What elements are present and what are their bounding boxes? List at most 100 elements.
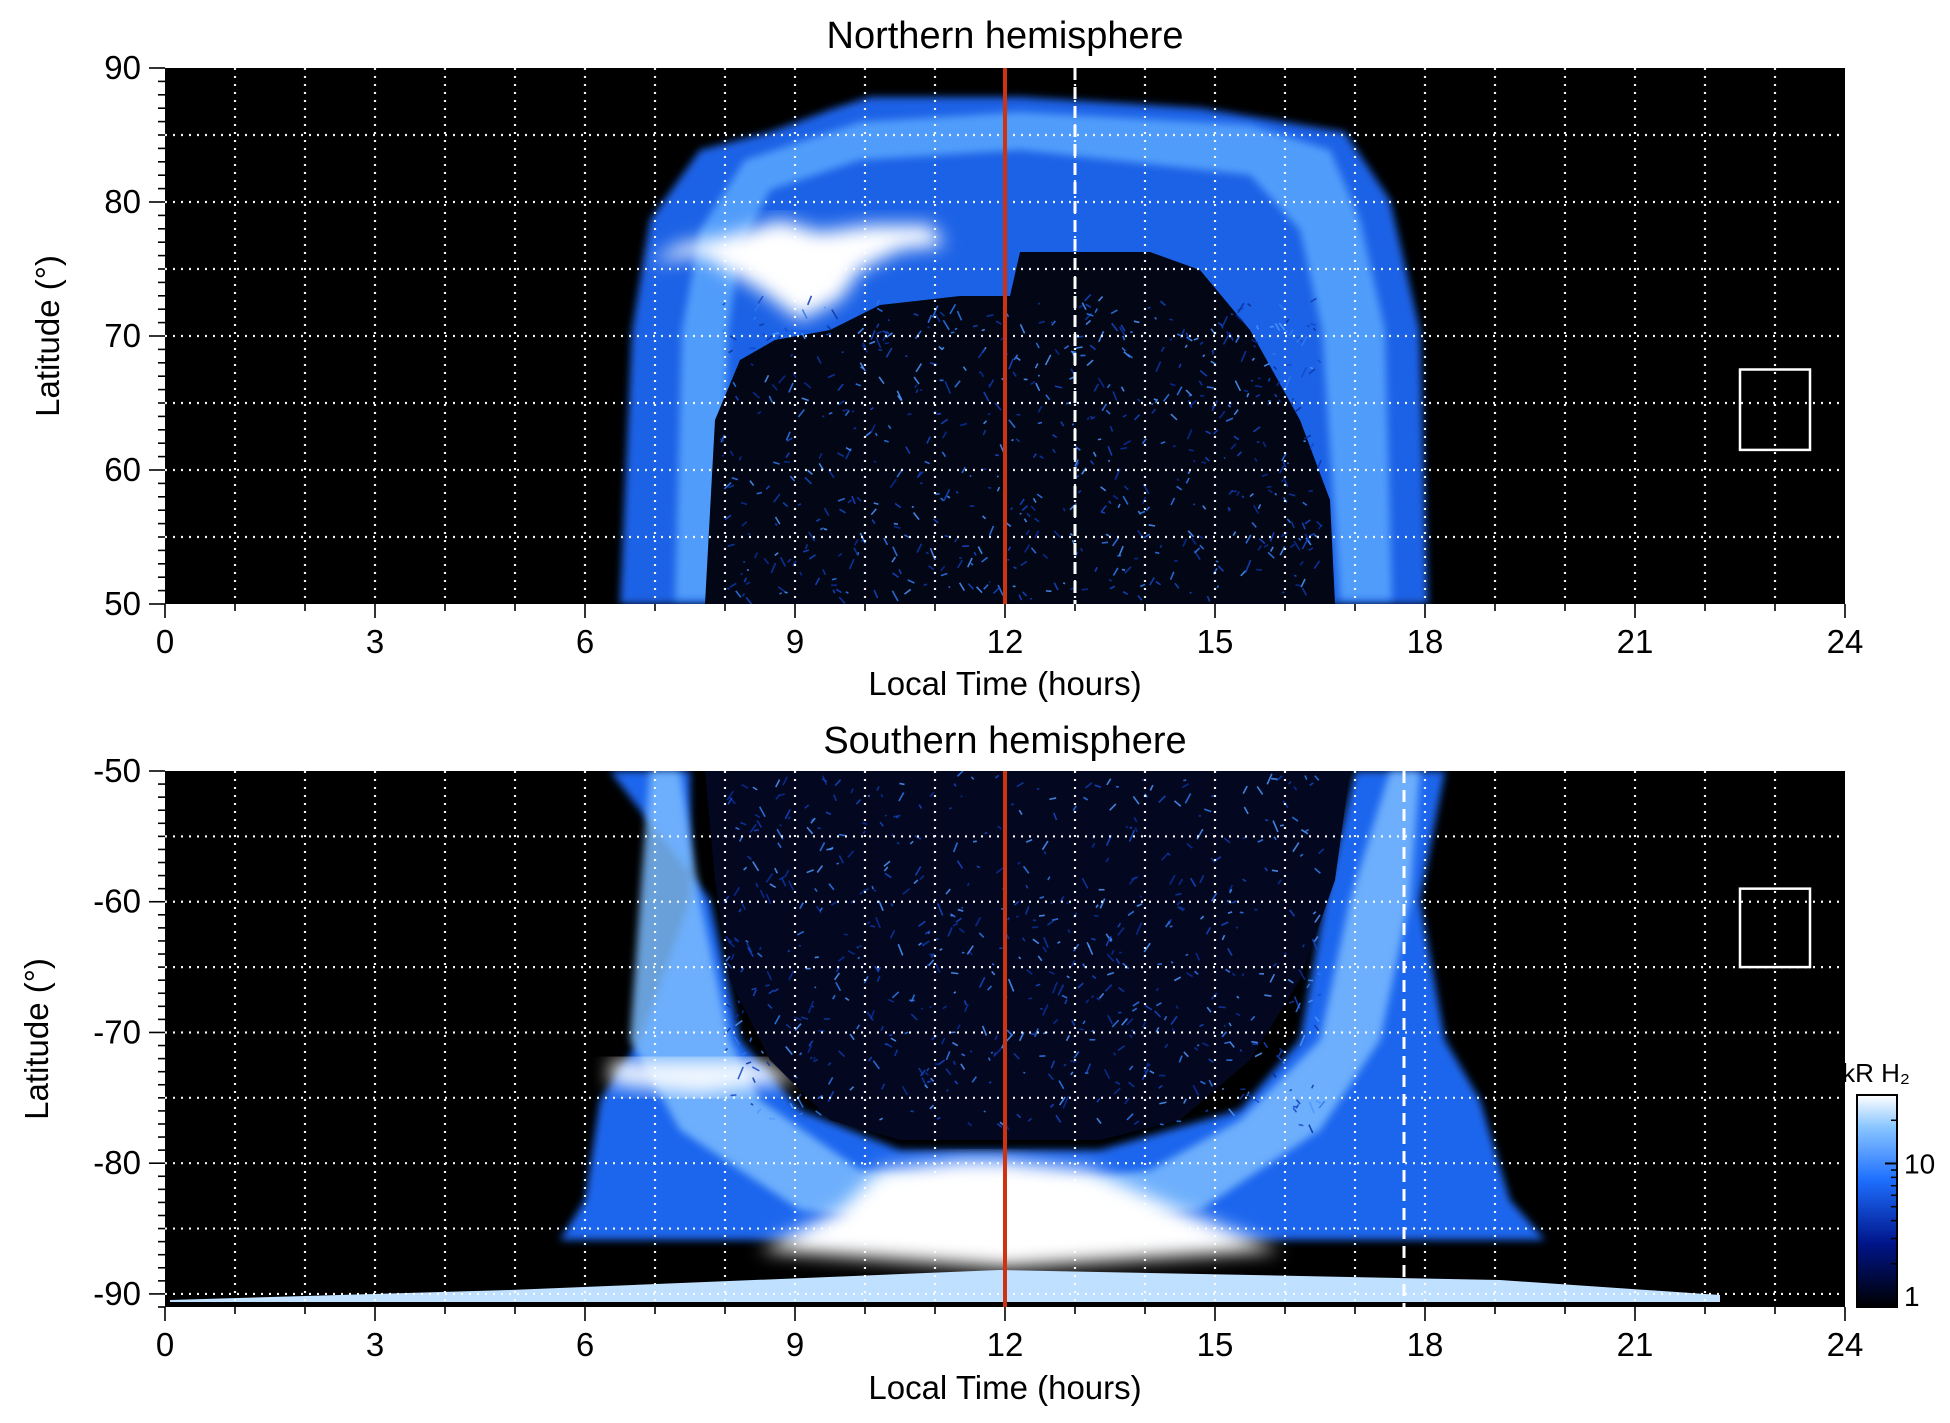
speckle xyxy=(875,916,881,929)
speckle xyxy=(1013,354,1019,361)
speckle xyxy=(1282,1060,1286,1065)
speckle xyxy=(1113,1052,1117,1056)
speckle xyxy=(910,1013,918,1021)
speckle xyxy=(1309,366,1314,370)
speckle xyxy=(892,546,898,557)
x-tick-label: 15 xyxy=(1197,1326,1234,1363)
speckle xyxy=(1292,842,1300,853)
speckle xyxy=(1251,339,1259,344)
speckle xyxy=(871,885,875,890)
speckle xyxy=(917,920,926,928)
speckle xyxy=(984,831,988,835)
speckle xyxy=(1313,935,1319,942)
speckle xyxy=(799,902,804,910)
speckle xyxy=(988,525,995,536)
speckle xyxy=(1206,1006,1212,1013)
north-oval-rim xyxy=(675,112,1392,600)
speckle xyxy=(1155,580,1161,586)
speckle xyxy=(750,1103,754,1106)
speckle xyxy=(1165,920,1171,928)
speckle xyxy=(727,797,733,805)
speckle xyxy=(751,1066,760,1072)
south-panel: Southern hemisphere Local Time (hours) L… xyxy=(18,720,1935,1406)
speckle xyxy=(890,903,894,907)
speckle xyxy=(735,590,742,598)
speckle xyxy=(1309,442,1315,449)
speckle xyxy=(1170,960,1174,964)
speckle xyxy=(939,311,945,317)
speckle xyxy=(727,543,735,548)
speckle xyxy=(924,1071,930,1076)
speckle xyxy=(1236,995,1240,999)
speckle xyxy=(1034,530,1040,539)
speckle xyxy=(1007,917,1010,921)
speckle xyxy=(952,842,959,853)
speckle xyxy=(1107,445,1113,456)
speckle xyxy=(1201,461,1207,464)
speckle xyxy=(1160,346,1165,353)
speckle xyxy=(951,1041,959,1047)
speckle xyxy=(926,1067,930,1072)
speckle xyxy=(1042,1004,1049,1016)
speckle xyxy=(1037,421,1043,425)
speckle xyxy=(1135,922,1143,935)
speckle xyxy=(1317,359,1322,364)
speckle xyxy=(904,1031,909,1035)
x-tick-label: 0 xyxy=(156,623,174,660)
speckle xyxy=(952,1060,957,1066)
speckle xyxy=(1173,800,1182,807)
speckle xyxy=(1042,553,1049,559)
speckle xyxy=(1071,423,1075,426)
speckle xyxy=(1228,489,1234,496)
speckle xyxy=(955,490,959,494)
speckle xyxy=(1120,324,1126,332)
speckle xyxy=(1188,448,1195,452)
speckle xyxy=(726,790,734,801)
speckle xyxy=(1049,1103,1055,1108)
speckle xyxy=(1233,435,1240,441)
y-tick-label: 60 xyxy=(104,451,141,488)
speckle xyxy=(1122,414,1127,418)
speckle xyxy=(944,534,950,538)
speckle xyxy=(876,785,880,791)
speckle xyxy=(1128,876,1137,885)
speckle xyxy=(1293,540,1301,551)
speckle xyxy=(1175,1005,1179,1010)
speckle xyxy=(1235,1012,1241,1017)
speckle xyxy=(1302,501,1308,507)
speckle xyxy=(957,908,964,912)
speckle xyxy=(1141,1021,1147,1029)
speckle xyxy=(1067,929,1071,934)
speckle xyxy=(1096,1117,1102,1124)
speckle xyxy=(878,348,883,352)
speckle xyxy=(873,889,877,892)
speckle xyxy=(753,316,757,321)
speckle xyxy=(740,501,748,506)
speckle xyxy=(1178,878,1184,886)
x-tick-label: 12 xyxy=(987,623,1024,660)
speckle xyxy=(1032,453,1037,459)
speckle xyxy=(932,518,939,524)
speckle xyxy=(1278,399,1282,403)
speckle xyxy=(1025,838,1033,843)
speckle xyxy=(773,493,781,503)
speckle xyxy=(1066,901,1070,905)
speckle xyxy=(970,776,975,780)
speckle xyxy=(1303,434,1312,440)
speckle xyxy=(1272,820,1279,833)
speckle xyxy=(764,374,770,383)
speckle xyxy=(1264,819,1269,822)
speckle xyxy=(960,906,964,910)
speckle xyxy=(1194,970,1199,976)
speckle xyxy=(1258,537,1266,545)
speckle xyxy=(1183,779,1187,782)
speckle xyxy=(787,816,791,820)
colorbar-ticks: 1 10 xyxy=(1885,1094,1935,1312)
speckle xyxy=(1295,584,1302,587)
speckle xyxy=(1132,795,1140,805)
speckle xyxy=(1081,877,1089,889)
speckle xyxy=(816,865,824,874)
speckle xyxy=(1069,1060,1076,1063)
speckle xyxy=(1038,320,1046,324)
speckle xyxy=(875,336,882,349)
